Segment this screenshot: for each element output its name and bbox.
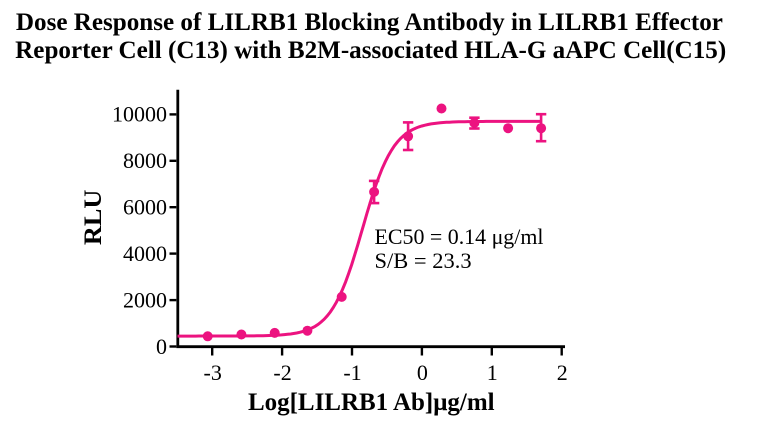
svg-text:Reporter Cell (C13) with B2M-a: Reporter Cell (C13) with B2M-associated … (15, 37, 726, 64)
svg-text:S/B = 23.3: S/B = 23.3 (375, 248, 472, 273)
svg-text:10000: 10000 (112, 102, 167, 127)
svg-text:-1: -1 (343, 360, 361, 385)
svg-text:4000: 4000 (123, 241, 167, 266)
svg-text:EC50 = 0.14 μg/ml: EC50 = 0.14 μg/ml (375, 224, 544, 249)
svg-text:2000: 2000 (123, 287, 167, 312)
svg-text:1: 1 (487, 360, 498, 385)
svg-text:0: 0 (417, 360, 428, 385)
svg-text:2: 2 (557, 360, 568, 385)
svg-text:8000: 8000 (123, 148, 167, 173)
svg-text:-2: -2 (273, 360, 291, 385)
svg-text:-3: -3 (204, 360, 222, 385)
svg-text:6000: 6000 (123, 195, 167, 220)
svg-text:RLU: RLU (80, 190, 107, 246)
svg-text:Dose Response of LILRB1 Blocki: Dose Response of LILRB1 Blocking Antibod… (16, 9, 723, 36)
svg-text:0: 0 (156, 334, 167, 359)
svg-text:Log[LILRB1 Ab]μg/ml: Log[LILRB1 Ab]μg/ml (248, 389, 495, 416)
